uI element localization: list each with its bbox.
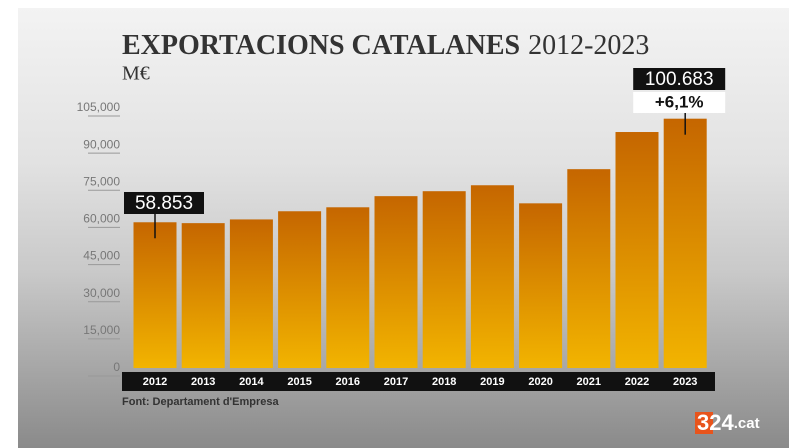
brand-mark bbox=[695, 412, 713, 434]
source: Font: Departament d'Empresa bbox=[122, 396, 280, 408]
x-tick-label: 2019 bbox=[480, 376, 504, 388]
bar bbox=[663, 118, 707, 368]
y-tick-label: 75,000 bbox=[83, 174, 120, 188]
title-main: EXPORTACIONS CATALANES bbox=[122, 30, 520, 61]
bar bbox=[615, 132, 659, 368]
growth-box bbox=[633, 92, 726, 113]
value-label-box bbox=[124, 192, 204, 214]
x-tick-label: 2012 bbox=[143, 376, 167, 388]
bar bbox=[326, 207, 370, 368]
unit: M€ bbox=[122, 63, 150, 85]
x-tick-label: 2015 bbox=[287, 376, 311, 388]
y-tick-label: 15,000 bbox=[83, 323, 120, 337]
bar bbox=[278, 211, 322, 368]
value-label: 58.853 bbox=[135, 193, 193, 214]
growth-label: +6,1% bbox=[655, 92, 704, 111]
year-strip bbox=[122, 372, 715, 391]
value-label: 100.683 bbox=[645, 69, 714, 90]
x-tick-label: 2016 bbox=[336, 376, 360, 388]
x-tick-label: 2022 bbox=[625, 376, 649, 388]
brand-num: 324 bbox=[697, 410, 734, 435]
bar bbox=[422, 191, 466, 368]
brand: 324.cat bbox=[697, 410, 760, 435]
y-tick-label: 60,000 bbox=[83, 212, 120, 226]
bar bbox=[133, 222, 177, 368]
y-tick-label: 0 bbox=[113, 360, 120, 374]
x-tick-label: 2013 bbox=[191, 376, 215, 388]
bar bbox=[229, 219, 273, 368]
x-tick-label: 2020 bbox=[528, 376, 552, 388]
y-tick-label: 90,000 bbox=[83, 137, 120, 151]
bar bbox=[519, 203, 563, 368]
x-tick-label: 2023 bbox=[673, 376, 697, 388]
x-tick-label: 2018 bbox=[432, 376, 456, 388]
chart-title: EXPORTACIONS CATALANES 2012-2023 bbox=[122, 30, 649, 61]
y-tick-label: 105,000 bbox=[77, 100, 121, 114]
y-tick-label: 45,000 bbox=[83, 249, 120, 263]
x-tick-label: 2021 bbox=[577, 376, 601, 388]
x-tick-label: 2014 bbox=[239, 376, 264, 388]
value-label-box bbox=[633, 68, 726, 90]
bar bbox=[181, 223, 225, 368]
x-tick-label: 2017 bbox=[384, 376, 408, 388]
bar bbox=[567, 169, 611, 368]
y-tick-label: 30,000 bbox=[83, 286, 120, 300]
brand-suffix: .cat bbox=[734, 415, 760, 432]
title-years: 2012-2023 bbox=[528, 30, 649, 61]
bar bbox=[470, 185, 514, 368]
bar bbox=[374, 196, 418, 368]
